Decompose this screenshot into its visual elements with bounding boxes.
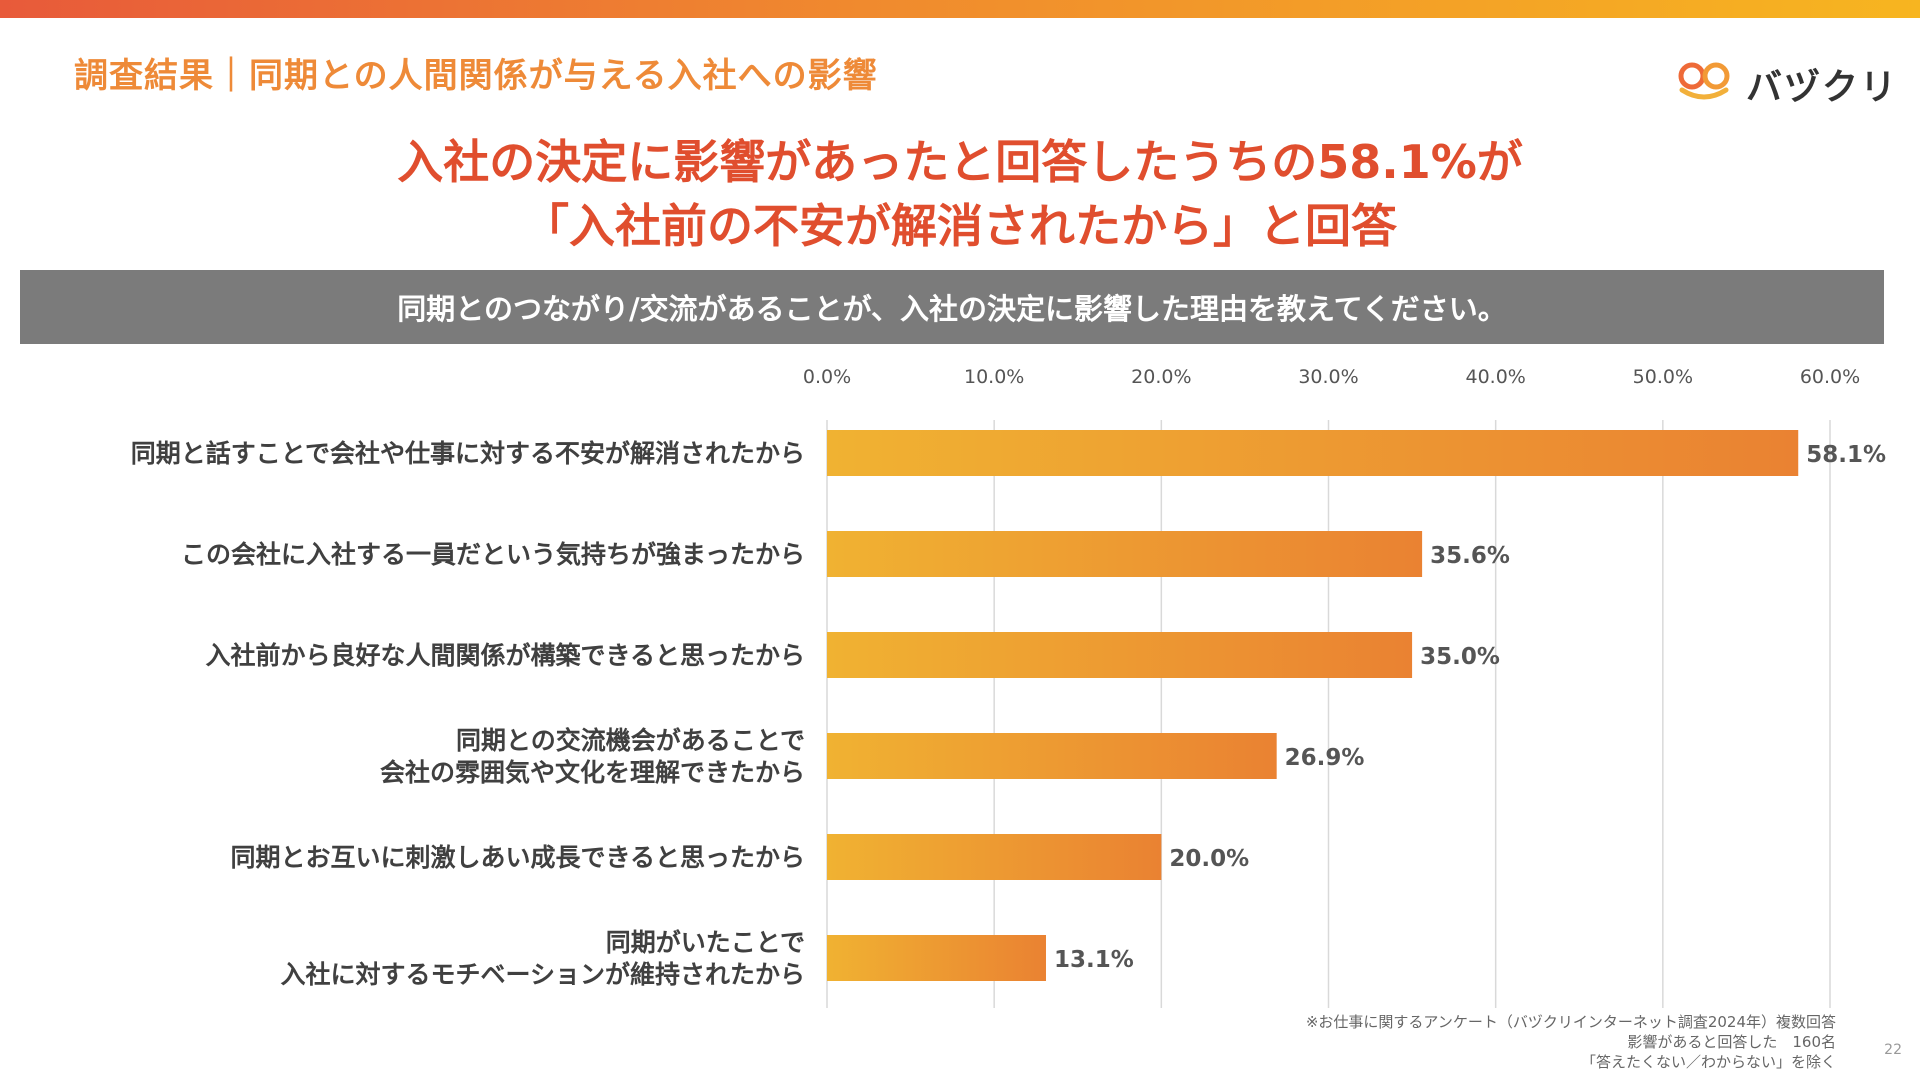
brand-name: バヅクリ	[1746, 67, 1899, 108]
x-tick-label: 30.0%	[1298, 366, 1358, 388]
footnote-line-2: 影響があると回答した 160名	[1627, 1033, 1836, 1051]
x-tick-label: 40.0%	[1465, 366, 1525, 388]
category-label: 会社の雰囲気や文化を理解できたから	[380, 758, 805, 787]
section-title: 調査結果｜同期との人間関係が与える入社への影響	[74, 56, 878, 96]
headline-line-1: 入社の決定に影響があったと回答したうちの58.1%が	[397, 135, 1523, 189]
footnote-line-3: 「答えたくない／わからない」を除く	[1580, 1053, 1836, 1071]
category-label: 入社に対するモチベーションが維持されたから	[280, 960, 805, 989]
category-label: 入社前から良好な人間関係が構築できると思ったから	[205, 641, 805, 670]
question-text: 同期とのつながり/交流があることが、入社の決定に影響した理由を教えてください。	[397, 292, 1507, 326]
page-number: 22	[1884, 1042, 1902, 1058]
bar	[827, 733, 1277, 779]
category-label: この会社に入社する一員だという気持ちが強まったから	[181, 540, 805, 569]
top-accent-bar	[0, 0, 1920, 18]
bar	[827, 935, 1046, 981]
bazukuri-logo-icon	[1678, 62, 1730, 100]
headline-line-2: 「入社前の不安が解消されたから」と回答	[523, 199, 1397, 253]
x-tick-label: 10.0%	[964, 366, 1024, 388]
category-label: 同期とお互いに刺激しあい成長できると思ったから	[230, 843, 805, 872]
bar-value-label: 26.9%	[1285, 745, 1365, 771]
category-label: 同期と話すことで会社や仕事に対する不安が解消されたから	[131, 439, 805, 468]
bar	[827, 531, 1423, 577]
x-tick-label: 0.0%	[803, 366, 851, 388]
bar-chart: 0.0% 10.0% 20.0% 30.0% 40.0% 50.0% 60.0% 同期と話す…	[131, 366, 1886, 1008]
footnote: ※お仕事に関するアンケート（バヅクリインターネット調査2024年）複数回答 影響…	[1306, 1012, 1836, 1072]
bar	[827, 834, 1162, 880]
bar	[827, 632, 1413, 678]
x-tick-label: 50.0%	[1633, 366, 1693, 388]
bar-value-label: 58.1%	[1806, 442, 1886, 468]
bar-value-label: 13.1%	[1054, 947, 1134, 973]
category-label: 同期との交流機会があることで	[456, 726, 805, 755]
x-tick-label: 20.0%	[1131, 366, 1191, 388]
headline: 入社の決定に影響があったと回答したうちの58.1%が 「入社前の不安が解消された…	[0, 130, 1920, 258]
question-banner: 同期とのつながり/交流があることが、入社の決定に影響した理由を教えてください。	[20, 270, 1884, 344]
footnote-line-1: ※お仕事に関するアンケート（バヅクリインターネット調査2024年）複数回答	[1305, 1013, 1836, 1031]
x-tick-label: 60.0%	[1800, 366, 1860, 388]
brand-logo: バヅクリ	[1672, 56, 1898, 108]
bar-value-label: 35.6%	[1430, 543, 1510, 569]
bar-value-label: 20.0%	[1169, 846, 1249, 872]
bar	[827, 430, 1799, 476]
category-label: 同期がいたことで	[606, 928, 805, 957]
bar-value-label: 35.0%	[1420, 644, 1500, 670]
